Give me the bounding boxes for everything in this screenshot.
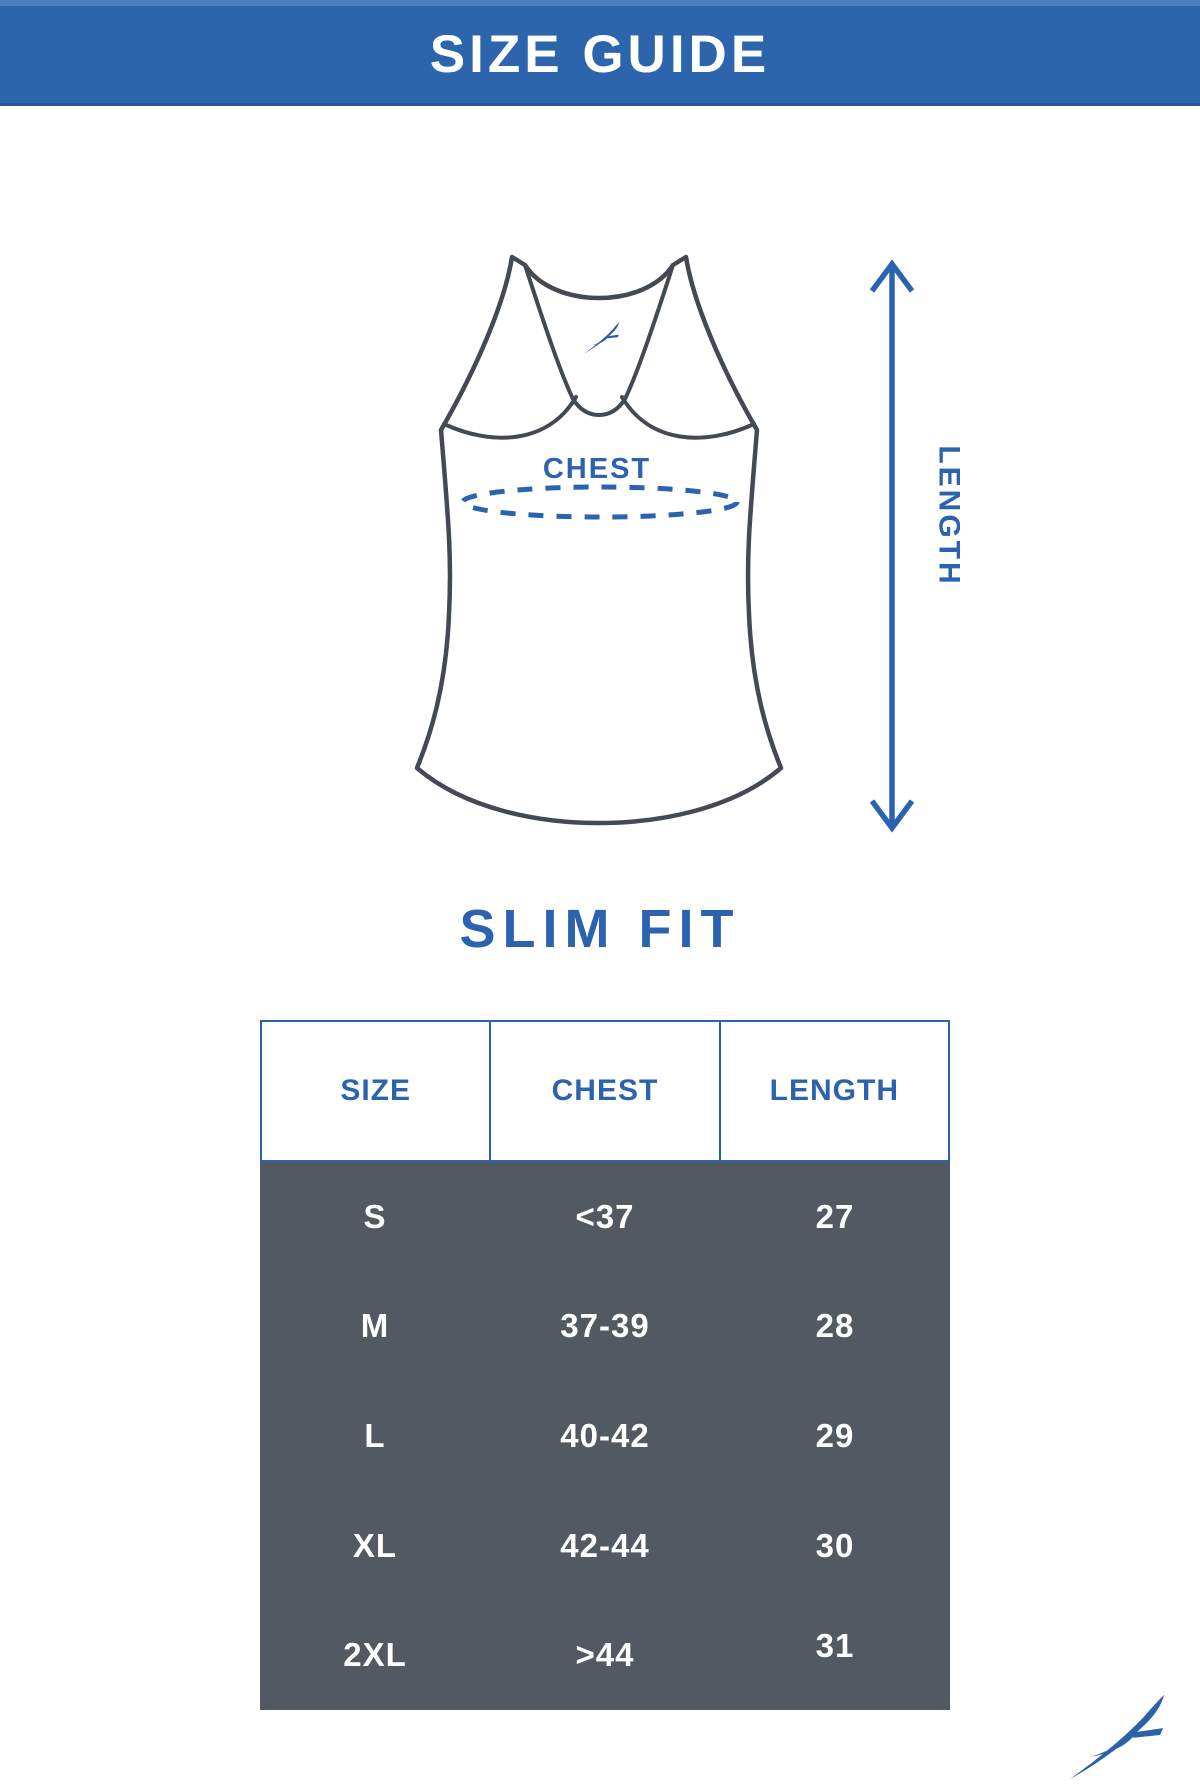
chest-measure-ellipse — [460, 484, 740, 520]
chest-cell: 40-42 — [560, 1416, 650, 1454]
length-cell: 28 — [815, 1307, 855, 1345]
length-cell: 30 — [815, 1526, 855, 1564]
size-cell: 2XL — [343, 1636, 407, 1674]
table-row: M 37-39 28 — [260, 1272, 950, 1382]
length-cell: 27 — [815, 1197, 855, 1235]
length-arrow — [869, 259, 915, 833]
size-table-body: S <37 27 M 37-39 28 L 40-42 29 XL 42-44 … — [260, 1162, 950, 1710]
column-header-chest: CHEST — [489, 1022, 721, 1160]
length-cell: 31 — [815, 1627, 855, 1665]
column-header-length: LENGTH — [769, 1074, 899, 1107]
racerback-left-edge — [523, 263, 601, 417]
chest-cell: 42-44 — [560, 1526, 650, 1564]
garment-diagram: CHEST LENGTH — [414, 254, 961, 833]
arrowhead-down-icon — [869, 799, 915, 833]
size-cell: L — [364, 1416, 386, 1454]
table-row: S <37 27 — [260, 1162, 950, 1272]
tank-top-drawing — [414, 254, 784, 826]
chest-cell: <37 — [575, 1197, 635, 1235]
table-row: 2XL >44 31 — [260, 1600, 950, 1710]
size-table-header: SIZE CHEST LENGTH — [260, 1020, 950, 1162]
arrowhead-up-icon — [869, 259, 915, 293]
size-cell: XL — [352, 1526, 398, 1564]
size-cell: M — [360, 1307, 390, 1345]
table-row: L 40-42 29 — [260, 1381, 950, 1491]
page-title: SIZE GUIDE — [429, 25, 771, 84]
chest-cell: >44 — [575, 1636, 635, 1674]
brand-swoosh-logo-icon — [1069, 1694, 1165, 1780]
fit-title: SLIM FIT — [459, 899, 741, 959]
left-armhole-curve — [442, 395, 578, 440]
size-cell: S — [363, 1197, 387, 1235]
table-row: XL 42-44 30 — [260, 1491, 950, 1601]
header-bar: SIZE GUIDE — [0, 0, 1200, 106]
size-table: SIZE CHEST LENGTH S <37 27 M 37-39 28 L … — [260, 1020, 950, 1710]
column-header-size: SIZE — [340, 1074, 411, 1107]
right-armhole-curve — [620, 395, 756, 440]
length-label: LENGTH — [933, 445, 961, 586]
chest-cell: 37-39 — [560, 1307, 650, 1345]
tank-silhouette — [414, 254, 784, 826]
length-cell: 29 — [815, 1416, 855, 1454]
racerback-right-edge — [597, 263, 675, 417]
chest-label: CHEST — [543, 453, 651, 485]
